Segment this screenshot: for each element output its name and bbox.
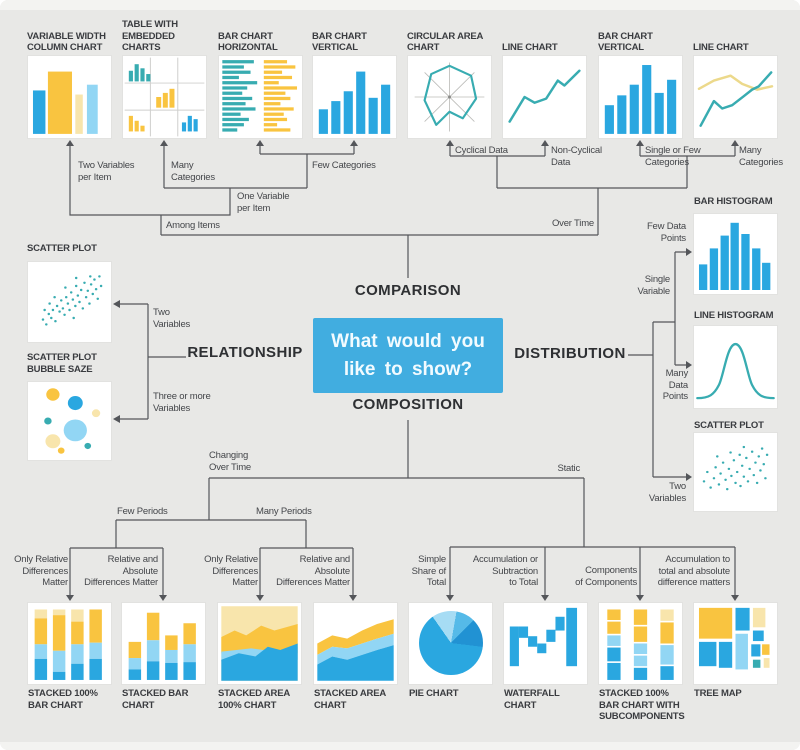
label-relative-absolute-2: Relative and Absolute Differences Matter bbox=[276, 554, 350, 589]
scatter-plot-title: SCATTER PLOT bbox=[27, 243, 97, 254]
label-many-periods: Many Periods bbox=[256, 506, 312, 517]
tree-map-tile bbox=[693, 602, 778, 685]
composition-heading: COMPOSITION bbox=[352, 396, 464, 413]
stacked-area-chart-tile bbox=[313, 602, 398, 685]
bar-histogram-title: BAR HISTOGRAM bbox=[694, 196, 773, 207]
waterfall-chart-tile bbox=[503, 602, 588, 685]
stacked-area-100-chart-tile bbox=[217, 602, 302, 685]
label-many-categories: Many Categories bbox=[171, 160, 215, 183]
top-chart-title: BAR CHART HORIZONTAL bbox=[218, 30, 278, 54]
table-with-embedded-charts-tile bbox=[122, 55, 207, 139]
variable-width-column-chart-thumbnail bbox=[32, 71, 98, 134]
stacked-area-chart-thumbnail bbox=[317, 606, 394, 681]
bar-chart-vertical-2-tile bbox=[598, 55, 683, 139]
top-chart-title: LINE CHART bbox=[502, 42, 558, 54]
circular-area-chart-thumbnail bbox=[414, 62, 485, 132]
bottom-chart-title: STACKED 100% BAR CHART bbox=[28, 688, 98, 711]
label-few-periods: Few Periods bbox=[117, 506, 168, 517]
bar-chart-horizontal-thumbnail bbox=[222, 60, 298, 132]
line-histogram-tile bbox=[693, 325, 778, 409]
relationship-heading: RELATIONSHIP bbox=[187, 344, 303, 361]
label-only-relative-1: Only Relative Differences Matter bbox=[14, 554, 68, 589]
top-chart-title: BAR CHART VERTICAL bbox=[598, 30, 653, 54]
label-among-items: Among Items bbox=[166, 220, 220, 231]
stacked-100-bar-chart-thumbnail bbox=[34, 609, 102, 680]
label-two-variables-per-item: Two Variables per Item bbox=[78, 160, 135, 183]
label-over-time: Over Time bbox=[551, 218, 594, 229]
label-static: Static bbox=[557, 463, 580, 474]
bottom-chart-title: STACKED BAR CHART bbox=[122, 688, 189, 711]
scatter-plot-tile bbox=[27, 261, 112, 343]
top-chart-title: VARIABLE WIDTH COLUMN CHART bbox=[27, 30, 106, 54]
distribution-heading: DISTRIBUTION bbox=[514, 345, 626, 362]
label-components-of-components: Components of Components bbox=[575, 565, 637, 588]
comparison-heading: COMPARISON bbox=[354, 282, 462, 299]
label-single-variable: Single Variable bbox=[637, 274, 670, 297]
label-simple-share: Simple Share of Total bbox=[411, 554, 447, 589]
label-few-data-points: Few Data Points bbox=[646, 221, 686, 244]
top-chart-title: TABLE WITH EMBEDDED CHARTS bbox=[122, 19, 178, 54]
line-chart-2-thumbnail bbox=[697, 71, 774, 127]
scatter-plot-bubble-tile bbox=[27, 381, 112, 461]
scatter-plot-bubble-title: SCATTER PLOT BUBBLE SAZE bbox=[27, 352, 97, 375]
scatter-plot-bubble-thumbnail bbox=[44, 388, 101, 454]
pie-chart-tile bbox=[408, 602, 493, 685]
top-chart-title: CIRCULAR AREA CHART bbox=[407, 30, 484, 54]
stacked-100-subcomponents-thumbnail bbox=[607, 609, 674, 680]
tree-map-thumbnail bbox=[698, 607, 770, 670]
bar-chart-horizontal-tile bbox=[218, 55, 303, 139]
label-cyclical-data: Cyclical Data bbox=[455, 145, 508, 156]
central-question-box: What would you like to show? bbox=[313, 318, 503, 393]
label-one-variable-per-item: One Variable per Item bbox=[237, 191, 290, 214]
line-chart-2-tile bbox=[693, 55, 778, 139]
label-many-categories-2: Many Categories bbox=[739, 145, 783, 168]
bar-chart-vertical-tile bbox=[312, 55, 397, 139]
stacked-bar-chart-thumbnail bbox=[128, 612, 196, 680]
table-with-embedded-charts-thumbnail bbox=[124, 57, 205, 137]
stacked-area-100-chart-thumbnail bbox=[221, 606, 298, 681]
stacked-bar-chart-tile bbox=[121, 602, 206, 685]
bottom-chart-title: WATERFALL CHART bbox=[504, 688, 560, 711]
bar-histogram-thumbnail bbox=[698, 222, 771, 290]
label-relative-absolute-1: Relative and Absolute Differences Matter bbox=[84, 554, 158, 589]
bar-chart-vertical-thumbnail bbox=[318, 71, 391, 134]
label-accumulation-subtraction: Accumulation or Subtraction to Total bbox=[472, 554, 538, 589]
pie-chart-thumbnail bbox=[419, 611, 483, 675]
bar-chart-vertical-2-thumbnail bbox=[604, 65, 677, 134]
label-non-cyclical-data: Non-Cyclical Data bbox=[551, 145, 602, 168]
stacked-100-bar-chart-tile bbox=[27, 602, 112, 685]
circular-area-chart-tile bbox=[407, 55, 492, 139]
label-many-data-points: Many Data Points bbox=[662, 368, 688, 403]
bottom-strip bbox=[0, 742, 800, 750]
scatter-plot-dist-thumbnail bbox=[702, 445, 769, 491]
bottom-chart-title: STACKED 100% BAR CHART WITH SUBCOMPONENT… bbox=[599, 688, 685, 723]
scatter-plot-dist-title: SCATTER PLOT bbox=[694, 420, 764, 431]
scatter-plot-thumbnail bbox=[41, 275, 103, 326]
label-only-relative-2: Only Relative Differences Matter bbox=[204, 554, 258, 589]
bottom-chart-title: PIE CHART bbox=[409, 688, 459, 699]
scatter-plot-dist-tile bbox=[693, 432, 778, 512]
bottom-chart-title: STACKED AREA 100% CHART bbox=[218, 688, 291, 711]
stacked-100-subcomponents-tile bbox=[598, 602, 683, 685]
bottom-chart-title: STACKED AREA CHART bbox=[314, 688, 387, 711]
line-chart-tile bbox=[502, 55, 587, 139]
variable-width-column-chart-tile bbox=[27, 55, 112, 139]
label-two-variables: Two Variables bbox=[153, 307, 191, 330]
label-changing-over-time: Changing Over Time bbox=[209, 450, 252, 473]
label-three-or-more-variables: Three or more Variables bbox=[153, 391, 211, 414]
top-strip bbox=[0, 0, 800, 10]
label-few-categories: Few Categories bbox=[312, 160, 376, 171]
line-histogram-thumbnail bbox=[696, 342, 775, 400]
bar-histogram-tile bbox=[693, 213, 778, 295]
bottom-chart-title: TREE MAP bbox=[694, 688, 742, 699]
label-accumulation-total: Accumulation to total and absolute diffe… bbox=[657, 554, 730, 589]
label-single-or-few-categories: Single or Few Categories bbox=[645, 145, 701, 168]
line-chart-thumbnail bbox=[508, 69, 581, 123]
line-histogram-title: LINE HISTOGRAM bbox=[694, 310, 774, 321]
top-chart-title: BAR CHART VERTICAL bbox=[312, 30, 367, 54]
waterfall-chart-thumbnail bbox=[509, 607, 578, 667]
label-two-variables-dist: Two Variables bbox=[648, 481, 686, 504]
top-chart-title: LINE CHART bbox=[693, 42, 749, 54]
